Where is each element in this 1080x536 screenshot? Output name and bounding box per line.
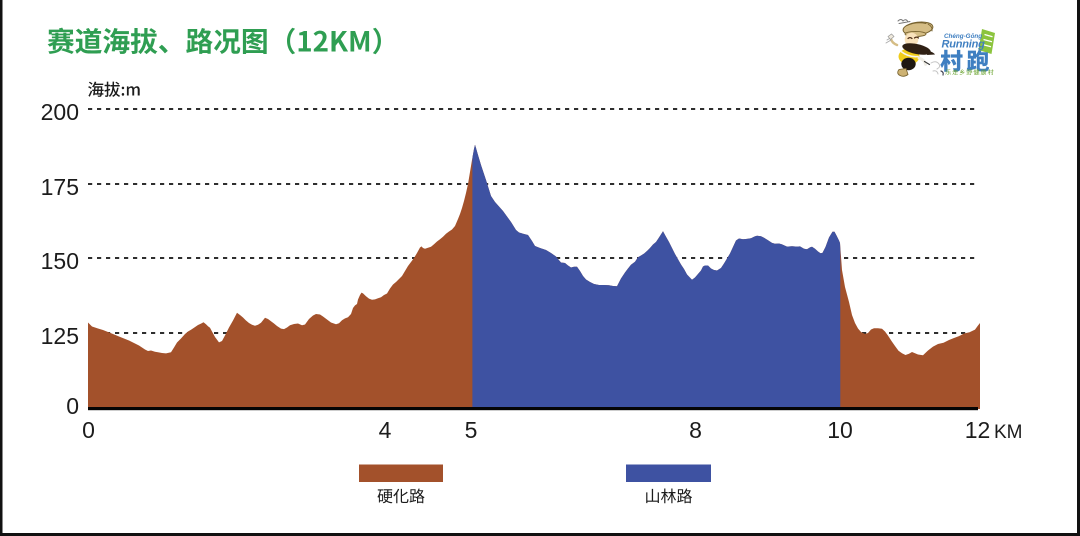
svg-text:0: 0 [82, 417, 95, 443]
svg-text:5: 5 [465, 417, 478, 443]
svg-text:12: 12 [965, 417, 991, 443]
svg-text:KM: KM [994, 422, 1023, 443]
svg-text:150: 150 [41, 248, 79, 274]
svg-text:0: 0 [66, 393, 79, 419]
svg-text:8: 8 [689, 417, 702, 443]
svg-text:175: 175 [41, 174, 79, 200]
svg-text:Running: Running [942, 39, 986, 51]
svg-text:Chéng-Gōng: Chéng-Gōng [944, 33, 982, 40]
svg-text:125: 125 [41, 323, 79, 349]
svg-text:10: 10 [827, 417, 853, 443]
svg-text:4: 4 [379, 417, 392, 443]
svg-text:200: 200 [41, 99, 79, 125]
